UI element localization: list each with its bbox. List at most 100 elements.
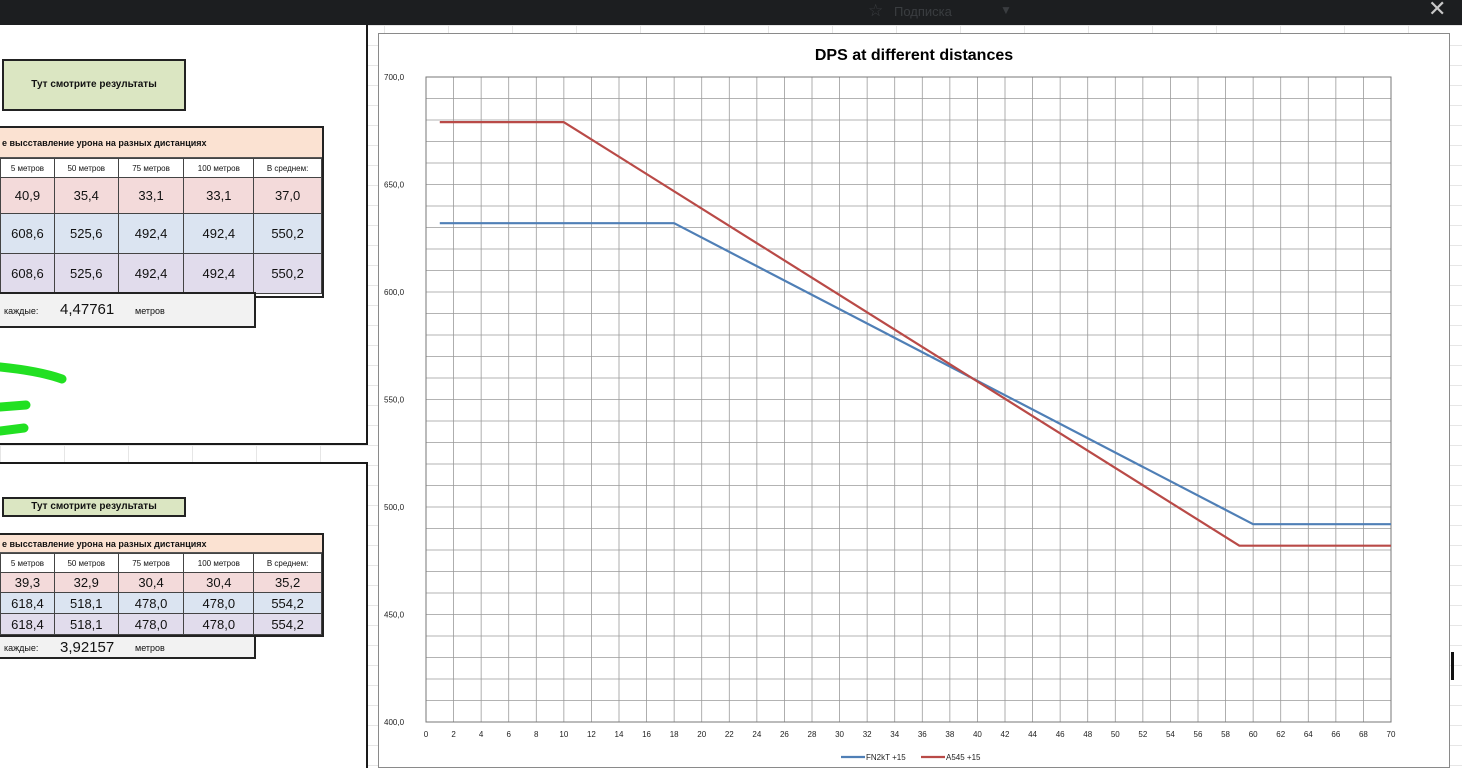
x-tick-label: 38 xyxy=(945,730,954,739)
table-cell[interactable]: 39,3 xyxy=(0,572,55,593)
y-tick-label: 500,0 xyxy=(384,503,405,512)
header-cell: 75 метров xyxy=(117,553,185,573)
interval-unit: метров xyxy=(135,643,165,653)
table-cell[interactable]: 40,9 xyxy=(0,177,55,214)
interval-label: каждые: xyxy=(4,306,39,316)
x-tick-label: 12 xyxy=(587,730,596,739)
table-cell[interactable]: 492,4 xyxy=(183,253,255,294)
legend-label: FN2kT +15 xyxy=(866,753,906,762)
chart-canvas: DPS at different distances 400,0450,0500… xyxy=(384,47,1396,762)
results-panel-top: Тут смотрите результаты е высставление у… xyxy=(0,25,368,445)
table-cell[interactable]: 525,6 xyxy=(53,253,119,294)
table-cell[interactable]: 492,4 xyxy=(117,213,185,254)
x-tick-label: 42 xyxy=(1001,730,1010,739)
x-tick-label: 68 xyxy=(1359,730,1368,739)
x-tick-label: 6 xyxy=(506,730,511,739)
y-tick-label: 450,0 xyxy=(384,611,405,620)
x-tick-label: 50 xyxy=(1111,730,1120,739)
x-tick-label: 28 xyxy=(808,730,817,739)
table-cell[interactable]: 492,4 xyxy=(183,213,255,254)
interval-unit: метров xyxy=(135,306,165,316)
header-cell: 75 метров xyxy=(117,158,185,178)
y-tick-label: 700,0 xyxy=(384,73,405,82)
x-tick-label: 30 xyxy=(835,730,844,739)
x-tick-label: 20 xyxy=(697,730,706,739)
header-cell: 5 метров xyxy=(0,553,55,573)
table-cell[interactable]: 518,1 xyxy=(53,592,119,614)
table-cell[interactable]: 550,2 xyxy=(253,213,322,254)
table-cell[interactable]: 478,0 xyxy=(117,613,185,635)
dps-chart[interactable]: DPS at different distances 400,0 450,0 500… xyxy=(378,33,1450,768)
interval-value[interactable]: 4,47761 xyxy=(60,301,115,318)
table-title: е высставление урона на разных дистанция… xyxy=(0,128,322,158)
damage-table: е высставление урона на разных дистанция… xyxy=(0,126,324,298)
table-cell[interactable]: 478,0 xyxy=(117,592,185,614)
table-cell[interactable]: 478,0 xyxy=(183,613,255,635)
x-tick-label: 10 xyxy=(559,730,568,739)
table-cell[interactable]: 618,4 xyxy=(0,613,55,635)
table-cell[interactable]: 608,6 xyxy=(0,253,55,294)
x-tick-label: 0 xyxy=(424,730,429,739)
table-cell[interactable]: 608,6 xyxy=(0,213,55,254)
table-cell[interactable]: 30,4 xyxy=(183,572,255,593)
x-tick-label: 26 xyxy=(780,730,789,739)
header-cell: В среднем: xyxy=(253,553,322,573)
x-tick-label: 18 xyxy=(670,730,679,739)
x-tick-label: 24 xyxy=(752,730,761,739)
x-tick-label: 22 xyxy=(725,730,734,739)
chart-series xyxy=(439,121,1391,547)
table-cell[interactable]: 33,1 xyxy=(183,177,255,214)
top-bar: ☆ Подписка ▼ ✕ xyxy=(0,0,1462,25)
x-tick-label: 58 xyxy=(1221,730,1230,739)
table-cell[interactable]: 518,1 xyxy=(53,613,119,635)
table-cell[interactable]: 554,2 xyxy=(253,613,322,635)
table-cell[interactable]: 32,9 xyxy=(53,572,119,593)
x-tick-label: 14 xyxy=(615,730,624,739)
chevron-down-icon[interactable]: ▼ xyxy=(1000,3,1012,17)
x-tick-label: 62 xyxy=(1276,730,1285,739)
table-cell[interactable]: 550,2 xyxy=(253,253,322,294)
x-tick-label: 36 xyxy=(918,730,927,739)
x-tick-label: 32 xyxy=(863,730,872,739)
table-cell[interactable]: 478,0 xyxy=(183,592,255,614)
star-icon[interactable]: ☆ xyxy=(868,1,884,20)
x-tick-label: 66 xyxy=(1331,730,1340,739)
series-line-2 xyxy=(439,121,1391,547)
table-cell[interactable]: 554,2 xyxy=(253,592,322,614)
table-cell[interactable]: 30,4 xyxy=(117,572,185,593)
damage-table: е высставление урона на разных дистанция… xyxy=(0,533,324,637)
chart-title: DPS at different distances xyxy=(815,47,1013,64)
interval-note: каждые: 4,47761 метров xyxy=(0,292,256,328)
results-button[interactable]: Тут смотрите результаты xyxy=(2,497,186,517)
header-cell: В среднем: xyxy=(253,158,322,178)
x-tick-label: 46 xyxy=(1056,730,1065,739)
x-tick-label: 56 xyxy=(1194,730,1203,739)
x-tick-label: 70 xyxy=(1387,730,1396,739)
table-cell[interactable]: 37,0 xyxy=(253,177,322,214)
subscription-label[interactable]: Подписка xyxy=(894,4,952,19)
x-tick-label: 2 xyxy=(451,730,456,739)
x-tick-label: 16 xyxy=(642,730,651,739)
plot-area xyxy=(425,76,1392,723)
table-cell[interactable]: 618,4 xyxy=(0,592,55,614)
table-title: е высставление урона на разных дистанция… xyxy=(0,535,322,553)
legend-label: A545 +15 xyxy=(946,753,981,762)
table-cell[interactable]: 492,4 xyxy=(117,253,185,294)
table-cell[interactable]: 33,1 xyxy=(117,177,185,214)
y-tick-label: 400,0 xyxy=(384,718,405,727)
header-cell: 100 метров xyxy=(183,158,255,178)
header-cell: 100 метров xyxy=(183,553,255,573)
chart-legend: FN2kT +15 A545 +15 xyxy=(841,753,981,762)
interval-value[interactable]: 3,92157 xyxy=(60,639,115,656)
close-icon[interactable]: ✕ xyxy=(1428,0,1447,21)
results-panel-bottom: Тут смотрите результаты е высставление у… xyxy=(0,462,368,768)
results-button[interactable]: Тут смотрите результаты xyxy=(2,59,186,111)
table-cell[interactable]: 35,4 xyxy=(53,177,119,214)
table-cell[interactable]: 525,6 xyxy=(53,213,119,254)
x-tick-label: 64 xyxy=(1304,730,1313,739)
y-tick-label: 550,0 xyxy=(384,396,405,405)
x-tick-label: 48 xyxy=(1083,730,1092,739)
table-cell[interactable]: 35,2 xyxy=(253,572,322,593)
x-tick-label: 44 xyxy=(1028,730,1037,739)
